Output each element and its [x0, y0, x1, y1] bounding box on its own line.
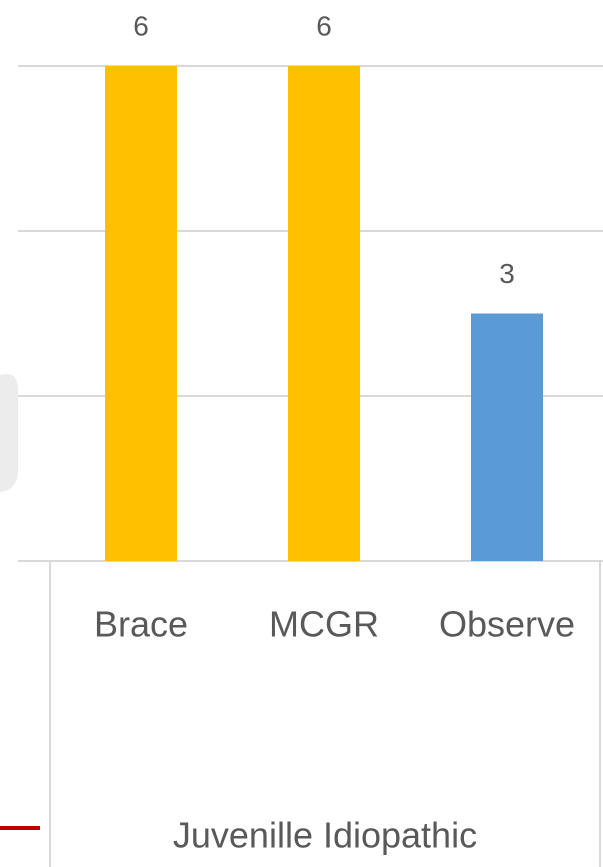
background-shape [0, 374, 18, 492]
bar [471, 313, 543, 561]
x-tick-label: MCGR [269, 604, 379, 645]
x-tick-label: Brace [94, 604, 188, 645]
data-label: 6 [133, 10, 149, 41]
x-tick-label: Observe [439, 604, 575, 645]
bar [288, 66, 360, 561]
bar [105, 66, 177, 561]
group-label: Juvenille Idiopathic [173, 815, 477, 856]
data-label: 3 [499, 258, 515, 289]
data-label: 6 [316, 10, 332, 41]
